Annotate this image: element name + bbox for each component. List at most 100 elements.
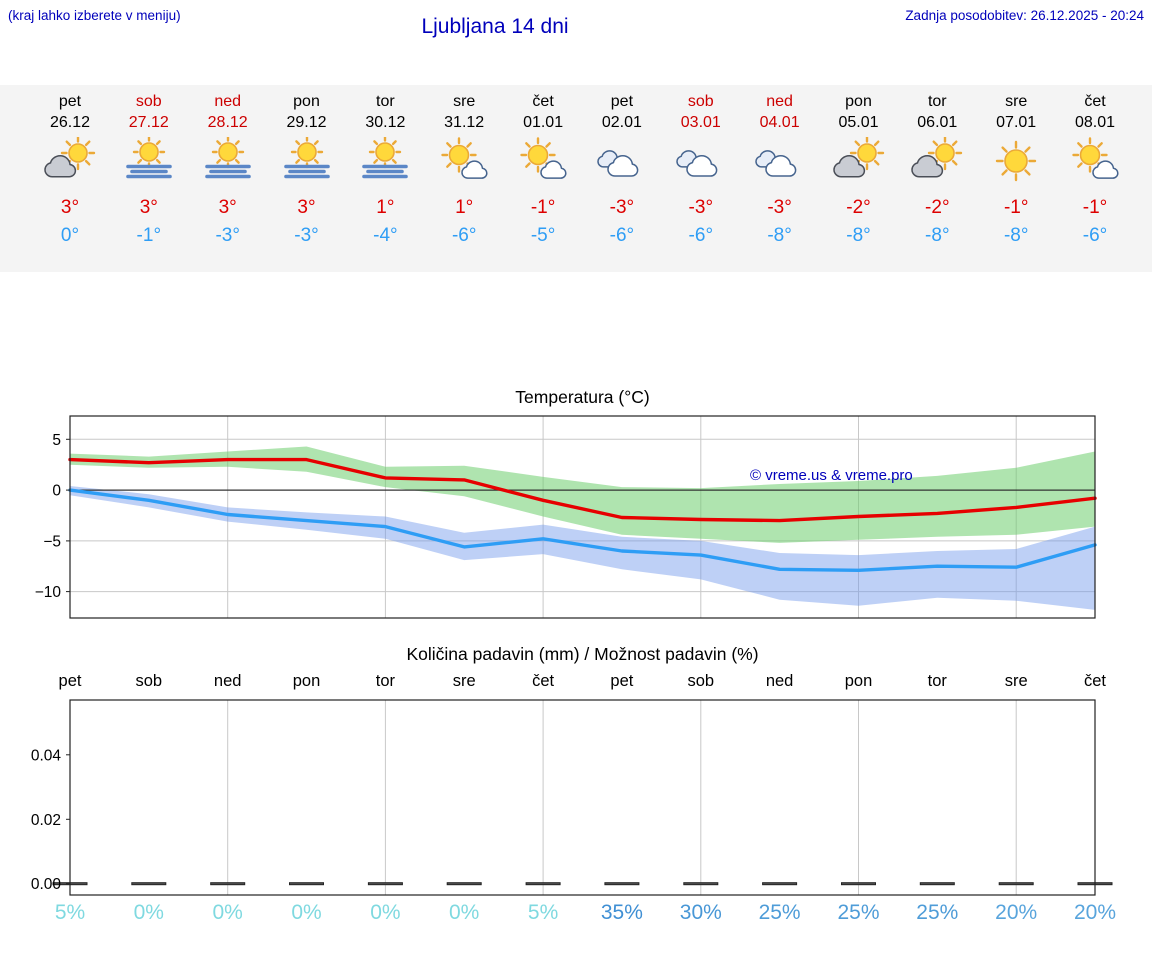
precip-day-label: tor: [375, 672, 396, 690]
precip-day-label: pet: [58, 672, 82, 690]
sun-fog-icon: [346, 135, 425, 187]
day-high-temp: 3°: [218, 197, 237, 218]
sun-small-cloud-icon: [504, 135, 583, 187]
precipitation-chart-title: Količina padavin (mm) / Možnost padavin …: [406, 644, 759, 664]
day-low-temp: -6°: [609, 225, 635, 246]
day-date: 03.01: [680, 114, 721, 131]
day-date: 01.01: [523, 114, 564, 131]
precip-probability: 20%: [1073, 901, 1117, 924]
day-date: 07.01: [996, 114, 1037, 131]
precip-probability: 0%: [212, 901, 243, 924]
forecast-day-01.01: čet 01.01 -1° -5°: [504, 91, 583, 248]
watermark-link[interactable]: © vreme.us & vreme.pro: [750, 467, 913, 484]
precipitation-chart: 0.00 0.02 0.04: [0, 696, 1152, 898]
sun-cloud-icon: [31, 135, 110, 187]
cloudy-icon: [582, 135, 661, 187]
day-low-temp: 0°: [60, 225, 80, 246]
day-name: sre: [1005, 93, 1028, 110]
precip-day-label: sre: [1004, 672, 1028, 690]
forecast-day-02.01: pet 02.01 -3° -6°: [582, 91, 661, 248]
day-high-temp: -1°: [1003, 197, 1029, 218]
day-low-temp: -4°: [373, 225, 398, 246]
day-date: 29.12: [286, 114, 327, 131]
precip-day-label: sob: [135, 672, 163, 690]
precip-probability: 25%: [758, 901, 801, 924]
day-name: pon: [845, 93, 872, 110]
last-update-label: Zadnja posodobitev: 26.12.2025 - 20:24: [905, 8, 1144, 23]
day-name: sob: [687, 93, 714, 110]
precip-day-label: ned: [765, 672, 794, 690]
sun-icon: [977, 135, 1056, 187]
day-low-temp: -8°: [767, 225, 792, 246]
day-low-temp: -8°: [925, 225, 950, 246]
day-high-temp: 3°: [139, 197, 158, 218]
forecast-day-31.12: sre 31.12 1° -6°: [425, 91, 504, 248]
forecast-day-06.01: tor 06.01 -2° -8°: [898, 91, 977, 248]
precip-day-label: sob: [687, 672, 715, 690]
precip-day-label: čet: [1083, 672, 1107, 690]
temperature-chart-title: Temperatura (°C): [515, 387, 650, 407]
precip-probability: 25%: [916, 901, 959, 924]
precip-day-label: ned: [213, 672, 242, 690]
day-date: 02.01: [601, 114, 642, 131]
sun-fog-icon: [267, 135, 346, 187]
day-date: 30.12: [365, 114, 406, 131]
precip-probability: 30%: [679, 901, 722, 924]
day-high-temp: -3°: [609, 197, 635, 218]
day-low-temp: -6°: [451, 225, 477, 246]
day-name: ned: [214, 93, 242, 110]
day-low-temp: -3°: [215, 225, 240, 246]
precip-probability: 0%: [449, 901, 480, 924]
day-date: 05.01: [838, 114, 879, 131]
day-date: 04.01: [759, 114, 800, 131]
sun-fog-icon: [109, 135, 188, 187]
day-name: čet: [532, 93, 554, 110]
forecast-day-29.12: pon 29.12 3° -3°: [267, 91, 346, 248]
precip-probability: 0%: [133, 901, 164, 924]
svg-text:−10: −10: [35, 584, 62, 601]
forecast-day-04.01: ned 04.01 -3° -8°: [740, 91, 819, 248]
day-name: pon: [293, 93, 320, 110]
cloudy-icon: [661, 135, 740, 187]
svg-text:5: 5: [52, 432, 61, 449]
day-high-temp: 3°: [60, 197, 80, 218]
location-menu-hint: (kraj lahko izberete v meniju): [8, 8, 181, 23]
day-high-temp: -1°: [1082, 197, 1108, 218]
temperature-chart: 5 0 −5 −10: [0, 412, 1152, 624]
forecast-day-27.12: sob 27.12 3° -1°: [109, 91, 188, 248]
svg-text:0.02: 0.02: [31, 812, 61, 829]
day-high-temp: -2°: [846, 197, 871, 218]
precip-day-label: pon: [844, 672, 873, 690]
day-date: 26.12: [49, 114, 91, 131]
svg-text:0.04: 0.04: [31, 747, 62, 764]
day-date: 27.12: [128, 114, 169, 131]
precip-day-label: pet: [610, 672, 634, 690]
forecast-day-08.01: čet 08.01 -1° -6°: [1056, 91, 1135, 248]
forecast-strip: pet 26.12 3° 0° sob 27.12 3° -1° ned 28.12 3° -3° po…: [0, 85, 1152, 272]
forecast-day-07.01: sre 07.01 -1° -8°: [977, 91, 1056, 248]
day-name: sre: [453, 93, 476, 110]
day-low-temp: -6°: [688, 225, 714, 246]
day-low-temp: -5°: [530, 225, 556, 246]
day-low-temp: -6°: [1082, 225, 1108, 246]
precip-probability: 20%: [995, 901, 1038, 924]
precip-probability: 0%: [291, 901, 322, 924]
day-name: tor: [927, 93, 947, 110]
precip-day-labels-row: pet sob ned pon tor sre čet pet sob ned pon tor sre č…: [0, 672, 1152, 696]
precip-probability: 5%: [527, 901, 559, 924]
cloudy-icon: [740, 135, 819, 187]
sun-small-cloud-icon: [425, 135, 504, 187]
forecast-day-26.12: pet 26.12 3° 0°: [31, 91, 110, 248]
day-high-temp: -3°: [767, 197, 792, 218]
day-name: tor: [376, 93, 395, 110]
precip-probability: 25%: [837, 901, 880, 924]
day-low-temp: -1°: [136, 225, 162, 246]
svg-text:−5: −5: [43, 533, 61, 550]
precip-day-label: sre: [452, 672, 476, 690]
sun-cloud-icon: [819, 135, 898, 187]
svg-text:0.00: 0.00: [31, 876, 62, 893]
precip-probability: 0%: [370, 901, 401, 924]
day-date: 06.01: [917, 114, 958, 131]
sun-fog-icon: [188, 135, 267, 187]
